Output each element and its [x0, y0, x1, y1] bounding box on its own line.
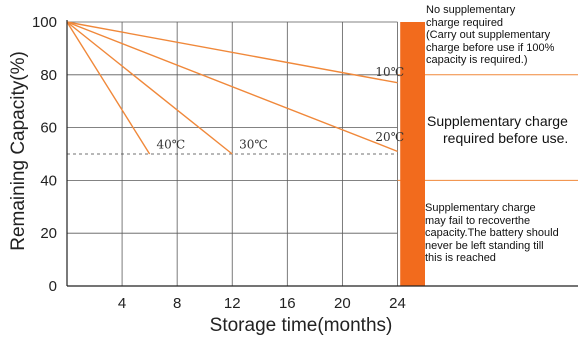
y-tick-label: 100	[32, 14, 57, 31]
series-label: 10℃	[375, 65, 404, 79]
annotation-line: never be left standing till	[425, 239, 544, 252]
x-tick-label: 8	[173, 295, 181, 312]
annotation-line: capacity is required.)	[426, 54, 528, 67]
tick-labels: 4 8 12 16 20 24 0 20 40 60 80 100	[32, 14, 406, 312]
annotation-line: charge before use if 100%	[426, 41, 555, 54]
annotation-line: No supplementary	[426, 4, 516, 16]
x-tick-label: 12	[224, 295, 241, 312]
annotation-may-fail: Supplementary charge may fail to recover…	[425, 202, 559, 265]
x-axis-label: Storage time(months)	[210, 315, 393, 336]
series-labels: 10℃ 20℃ 30℃ 40℃	[157, 65, 405, 152]
series-label: 30℃	[239, 138, 268, 152]
annotation-line: Supplementary charge	[427, 113, 568, 129]
annotation-line: capacity.The battery should	[425, 227, 559, 240]
x-tick-label: 20	[334, 295, 351, 312]
series-label: 20℃	[375, 130, 404, 144]
annotation-line: (Carry out supplementary	[426, 29, 551, 42]
y-tick-label: 60	[40, 120, 57, 137]
annotation-no-charge: No supplementary charge required (Carry …	[426, 4, 554, 67]
annotation-line: this is reached	[425, 252, 496, 265]
y-tick-label: 20	[40, 225, 57, 242]
annotation-line: Supplementary charge	[425, 202, 536, 214]
y-axis-label: Remaining Capacity(%)	[8, 51, 29, 251]
annotation-line: charge required	[426, 16, 504, 29]
series-line	[66, 21, 151, 155]
y-tick-label: 80	[40, 67, 57, 84]
axes	[66, 20, 578, 287]
x-tick-label: 4	[118, 295, 126, 312]
annotation-line: may fail to recoverthe	[425, 214, 531, 227]
series-line	[66, 21, 233, 155]
series-lines	[66, 21, 398, 155]
y-tick-label: 0	[49, 278, 57, 295]
annotation-line: required before use.	[443, 130, 569, 146]
y-tick-label: 40	[40, 172, 57, 189]
series-line	[66, 21, 398, 84]
x-tick-label: 16	[279, 295, 296, 312]
region-bar-rect	[400, 22, 425, 286]
x-tick-label: 24	[389, 295, 406, 312]
series-label: 40℃	[157, 138, 186, 152]
series-line	[66, 21, 398, 153]
region-bar	[400, 22, 425, 286]
annotation-charge-required: Supplementary charge required before use…	[427, 113, 568, 147]
